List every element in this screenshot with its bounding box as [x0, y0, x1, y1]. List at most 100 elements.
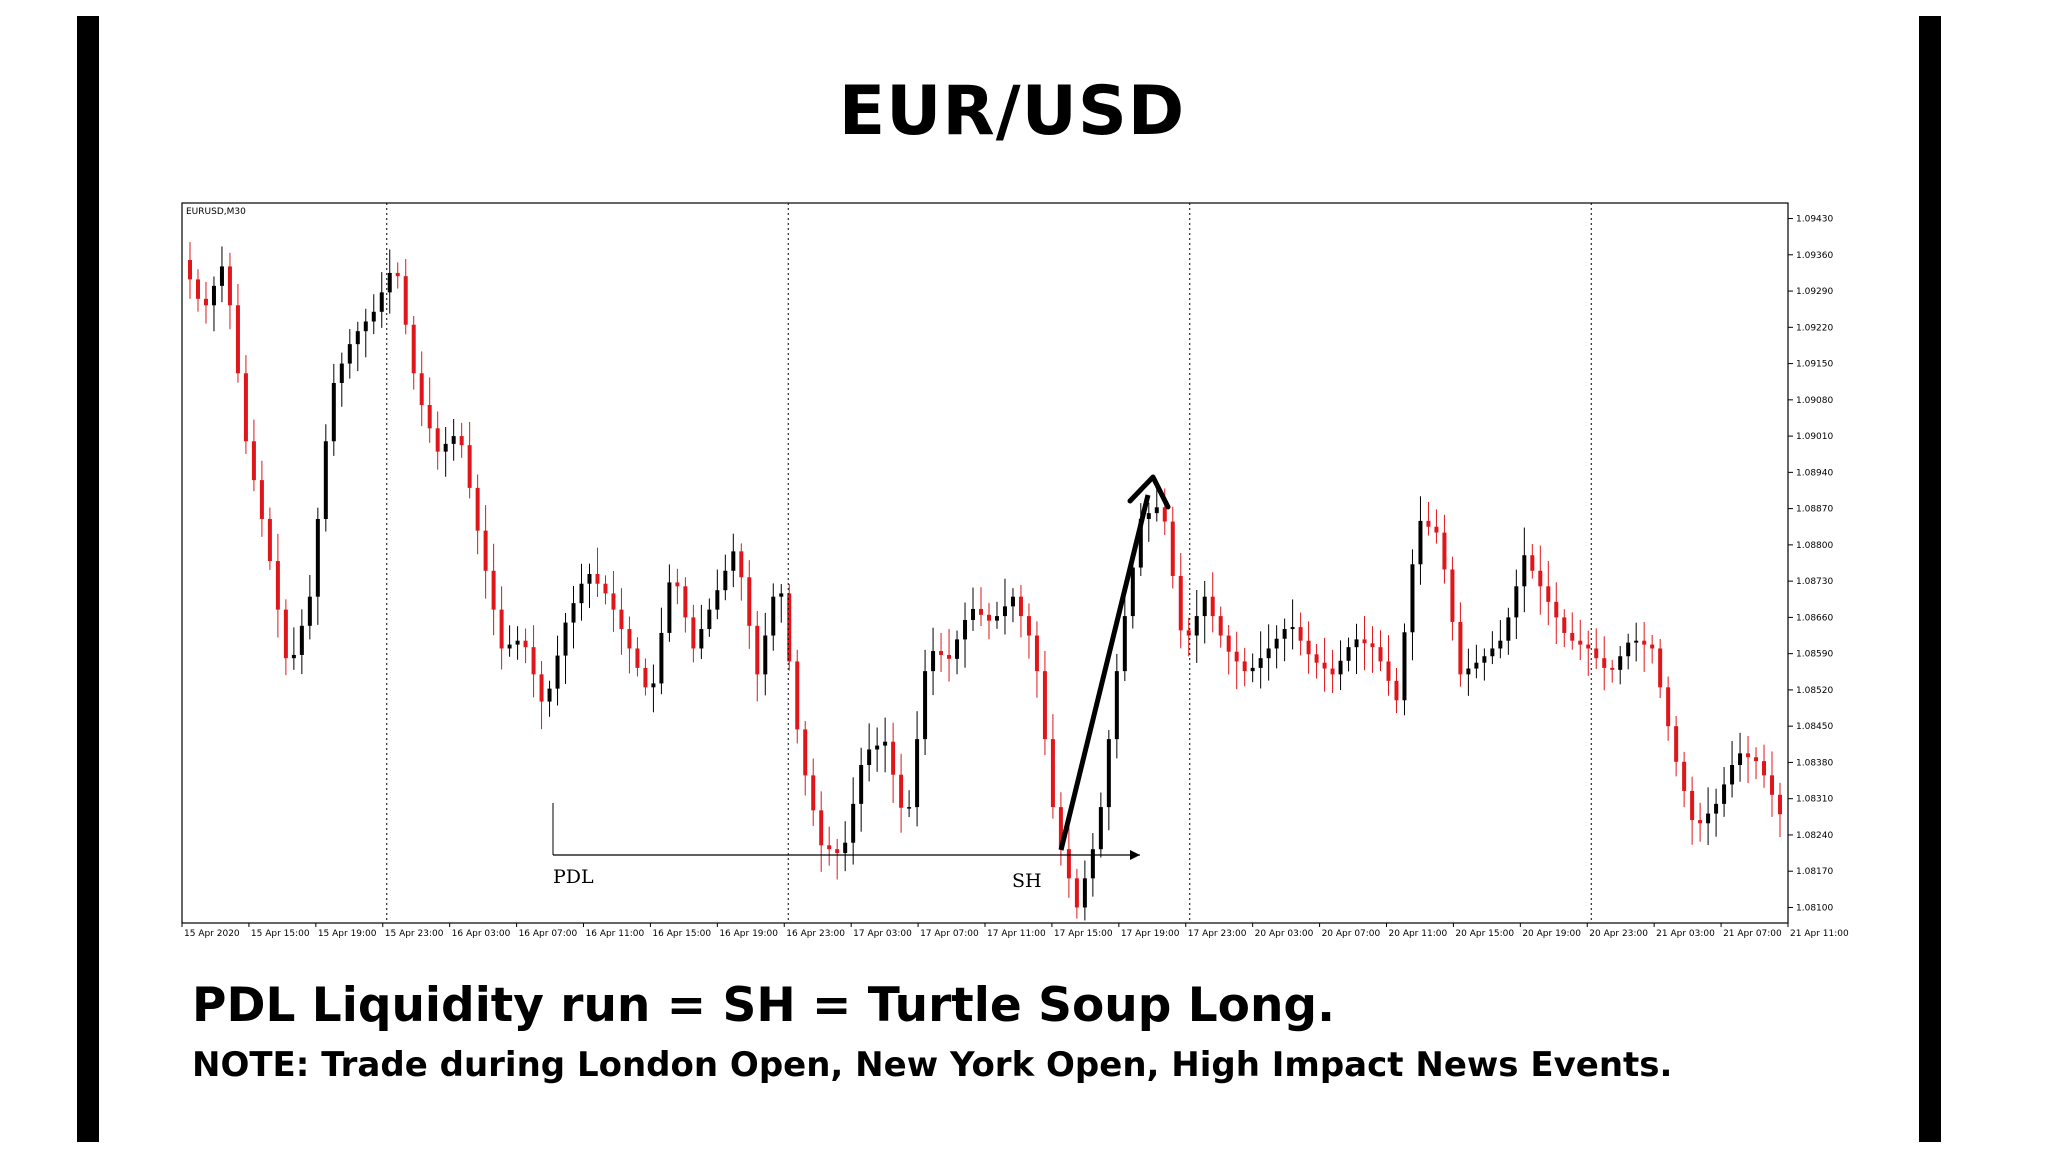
x-tick-label-4: 16 Apr 03:00 — [452, 929, 511, 939]
candle-body-6 — [235, 305, 240, 374]
candle-body-90 — [907, 807, 912, 809]
candle-body-21 — [355, 331, 360, 345]
candle-body-191 — [1714, 803, 1719, 814]
candle-body-55 — [627, 629, 632, 649]
x-tick-label-11: 17 Apr 07:00 — [920, 929, 979, 939]
candle-body-146 — [1354, 639, 1359, 648]
candle-body-113 — [1090, 849, 1095, 879]
candle-body-14 — [299, 625, 304, 655]
candle-body-172 — [1562, 617, 1567, 633]
candle-body-32 — [443, 443, 448, 452]
left-border-bar — [77, 16, 99, 1142]
x-tick-label-10: 17 Apr 03:00 — [853, 929, 912, 939]
y-tick-label-17: 1.08240 — [1796, 831, 1833, 841]
candle-body-104 — [1018, 596, 1023, 617]
candle-body-1 — [195, 279, 200, 299]
candle-body-19 — [339, 363, 344, 383]
x-tick-label-12: 17 Apr 11:00 — [987, 929, 1046, 939]
plot-frame — [181, 202, 1789, 924]
candle-body-73 — [771, 596, 776, 636]
candle-body-49 — [579, 583, 584, 604]
candle-body-71 — [755, 625, 760, 675]
candle-body-149 — [1378, 647, 1383, 662]
candle-body-174 — [1578, 640, 1583, 645]
candle-body-124 — [1178, 575, 1183, 631]
candle-body-159 — [1458, 621, 1463, 675]
candle-body-175 — [1586, 644, 1591, 649]
candle-body-147 — [1362, 639, 1367, 644]
candle-body-83 — [851, 803, 856, 843]
x-tick-label-7: 16 Apr 15:00 — [652, 929, 711, 939]
candle-body-33 — [451, 436, 456, 444]
candle-body-12 — [283, 609, 288, 659]
candle-body-121 — [1154, 507, 1159, 514]
candle-body-95 — [947, 654, 952, 659]
candle-body-75 — [787, 593, 792, 662]
candle-body-114 — [1098, 807, 1103, 850]
candle-body-67 — [723, 570, 728, 591]
y-tick-label-13: 1.08520 — [1796, 686, 1833, 696]
candle-body-34 — [459, 436, 464, 446]
candle-body-35 — [467, 445, 472, 488]
candle-body-31 — [435, 428, 440, 452]
candle-body-66 — [715, 590, 720, 610]
candle-body-11 — [275, 561, 280, 610]
candle-body-38 — [491, 570, 496, 610]
candle-body-169 — [1538, 570, 1543, 587]
candle-body-20 — [347, 344, 352, 364]
candle-body-148 — [1370, 643, 1375, 648]
x-tick-label-24: 21 Apr 11:00 — [1790, 929, 1849, 939]
candle-body-61 — [675, 582, 680, 587]
x-tick-label-22: 21 Apr 03:00 — [1656, 929, 1715, 939]
candle-body-144 — [1338, 660, 1343, 675]
candle-body-165 — [1506, 617, 1511, 641]
caption-note: NOTE: Trade during London Open, New York… — [192, 1045, 1673, 1085]
y-tick-label-7: 1.08940 — [1796, 468, 1833, 478]
candle-body-91 — [915, 739, 920, 808]
y-tick-label-9: 1.08800 — [1796, 541, 1833, 551]
candle-body-89 — [899, 774, 904, 808]
candle-body-164 — [1498, 640, 1503, 649]
candle-body-37 — [483, 530, 488, 571]
candle-body-107 — [1042, 671, 1047, 740]
x-tick-label-9: 16 Apr 23:00 — [786, 929, 845, 939]
y-tick-label-0: 1.09430 — [1796, 215, 1833, 225]
x-tick-label-21: 20 Apr 23:00 — [1589, 929, 1648, 939]
candle-body-9 — [259, 480, 264, 519]
y-tick-label-16: 1.08310 — [1796, 795, 1833, 805]
y-tick-label-11: 1.08660 — [1796, 613, 1833, 623]
candle-body-69 — [739, 551, 744, 578]
right-border-bar — [1919, 16, 1941, 1142]
x-tick-label-15: 17 Apr 23:00 — [1188, 929, 1247, 939]
candle-body-0 — [187, 259, 192, 280]
candle-body-132 — [1242, 661, 1247, 672]
candle-body-29 — [419, 373, 424, 406]
candle-body-41 — [515, 640, 520, 645]
candle-body-43 — [531, 647, 536, 675]
candle-body-135 — [1266, 648, 1271, 659]
candle-body-187 — [1682, 761, 1687, 791]
candle-body-112 — [1082, 878, 1087, 908]
candle-body-45 — [547, 688, 552, 702]
candle-body-198 — [1770, 775, 1775, 795]
candle-body-138 — [1290, 627, 1295, 630]
y-tick-label-14: 1.08450 — [1796, 722, 1833, 732]
y-tick-label-1: 1.09360 — [1796, 251, 1833, 261]
candle-body-158 — [1450, 569, 1455, 622]
candle-body-82 — [843, 842, 848, 854]
candle-body-8 — [251, 441, 256, 481]
candle-body-79 — [819, 810, 824, 846]
candle-body-53 — [611, 593, 616, 610]
candle-body-170 — [1546, 586, 1551, 602]
x-tick-label-23: 21 Apr 07:00 — [1723, 929, 1782, 939]
y-tick-label-12: 1.08590 — [1796, 650, 1833, 660]
x-tick-label-20: 20 Apr 19:00 — [1522, 929, 1581, 939]
candle-body-182 — [1642, 640, 1647, 645]
candle-body-142 — [1322, 662, 1327, 669]
candle-body-134 — [1258, 658, 1263, 668]
candle-body-177 — [1602, 658, 1607, 668]
candle-body-109 — [1058, 807, 1063, 850]
candle-body-126 — [1194, 616, 1199, 636]
candle-body-176 — [1594, 648, 1599, 659]
candle-body-30 — [427, 405, 432, 429]
